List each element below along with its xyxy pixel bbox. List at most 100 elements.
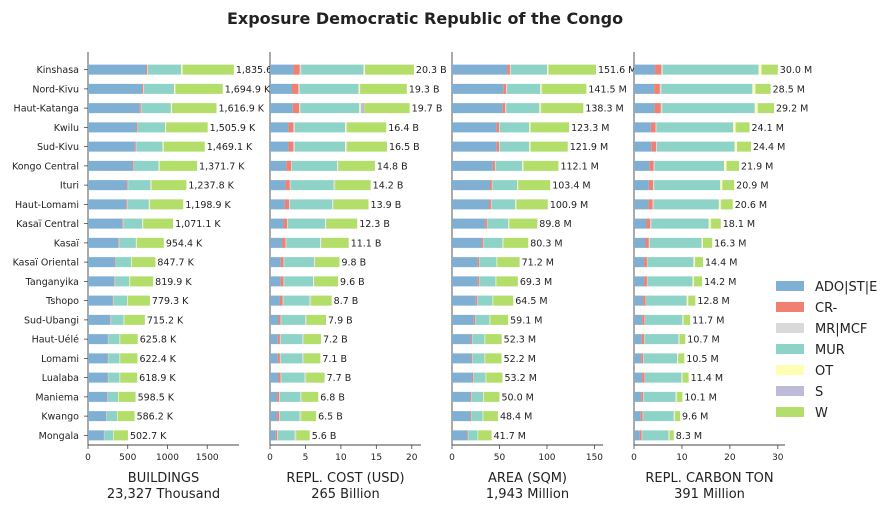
bar-ado-st-e-kongo-central [88, 161, 133, 171]
bar-ado-st-e-kwilu [88, 122, 136, 132]
bar-ado-st-e-tanganyika [634, 276, 644, 286]
bar-value-label: 80.3 M [530, 238, 562, 249]
bar-mur-nord-kivu [300, 84, 359, 94]
bar-w-ituri [152, 180, 187, 190]
x-tick-label: 30 [772, 453, 784, 463]
bar-ado-st-e-lualaba [452, 373, 472, 383]
bar-ot-tanganyika [692, 276, 693, 286]
bar-w-kasai-central [327, 219, 357, 229]
x-axis-subtitle: 391 Million [674, 487, 745, 502]
bar-mur-sud-kivu [657, 142, 735, 152]
category-label: Sud-Ubangi [24, 315, 79, 326]
bar-ado-st-e-tshopo [88, 296, 113, 306]
bar-mur-kasai [484, 238, 503, 248]
bar-ado-st-e-kwilu [452, 122, 497, 132]
x-tick-label: 20 [406, 453, 418, 463]
bar-cr--ituri [286, 180, 290, 190]
bar-ado-st-e-kwango [634, 411, 641, 421]
bar-mur-kasai-oriental [479, 257, 496, 267]
category-label: Nord-Kivu [32, 84, 79, 95]
bar-value-label: 1,237.8 K [188, 181, 234, 192]
bar-ado-st-e-kinshasa [88, 65, 146, 75]
bar-mur-tshopo [283, 296, 309, 306]
bar-ado-st-e-kwango [88, 411, 106, 421]
bar-ot-kwango [674, 411, 675, 421]
bar-value-label: 598.5 K [138, 392, 175, 403]
bar-value-label: 14.8 B [377, 161, 408, 172]
bar-w-kongo-central [727, 161, 739, 171]
bar-mr-mcf-haut-katanga [299, 103, 300, 113]
bar-cr--tshopo [643, 296, 645, 306]
bar-ado-st-e-nord-kivu [634, 84, 654, 94]
bar-value-label: 8.3 M [676, 431, 702, 442]
bar-cr--tanganyika [281, 276, 284, 286]
legend-label: ADO|ST|E [815, 280, 877, 295]
bar-value-label: 11.4 M [691, 373, 723, 384]
bar-ado-st-e-kasai-central [88, 219, 122, 229]
bar-mur-maniema [471, 392, 483, 402]
bar-cr--kongo-central [649, 161, 653, 171]
bar-ot-kasai-central [325, 219, 326, 229]
bar-mur-haut-katanga [506, 103, 539, 113]
bar-ado-st-e-ituri [634, 180, 649, 190]
bar-cr--lomami [278, 353, 280, 363]
bar-mur-kinshasa [511, 65, 547, 75]
bar-mr-mcf-ituri [653, 180, 654, 190]
bar-ado-st-e-lualaba [270, 373, 279, 383]
bar-ot-kinshasa [364, 65, 365, 75]
bar-w-mongala [296, 430, 309, 440]
bar-mr-mcf-haut-lomami [653, 199, 654, 209]
bar-ado-st-e-sud-kivu [88, 142, 135, 152]
bar-w-sud-ubangi [490, 315, 508, 325]
bar-value-label: 1,505.9 K [210, 123, 256, 134]
bar-ot-kasai [136, 238, 137, 248]
bar-value-label: 112.1 M [560, 161, 598, 172]
bar-ot-sud-ubangi [490, 315, 491, 325]
bar-cr--haut-lomami [285, 199, 289, 209]
bar-value-label: 7.1 B [322, 354, 347, 365]
bar-mr-mcf-tanganyika [283, 276, 284, 286]
bar-cr--kasai-central [485, 219, 487, 229]
bar-mr-mcf-haut-uele [280, 334, 281, 344]
bar-mr-mcf-lomami [280, 353, 281, 363]
bar-value-label: 502.7 K [130, 431, 167, 442]
bar-value-label: 14.2 M [704, 277, 736, 288]
bar-value-label: 1,835.6 [236, 65, 272, 76]
bar-value-label: 12.3 B [359, 219, 390, 230]
bar-ado-st-e-lomami [88, 353, 108, 363]
bar-ado-st-e-lomami [270, 353, 278, 363]
category-label: Tshopo [45, 296, 79, 307]
bar-ot-kasai [503, 238, 504, 248]
bar-s-haut-katanga [361, 103, 365, 113]
bar-s-nord-kivu [360, 84, 361, 94]
bar-mur-sud-kivu [295, 142, 345, 152]
bar-s-sud-ubangi [306, 315, 307, 325]
bar-ot-kasai-oriental [693, 257, 694, 267]
bar-s-kwilu [347, 122, 348, 132]
bar-ot-kinshasa [181, 65, 182, 75]
bar-ado-st-e-kinshasa [634, 65, 655, 75]
bar-ado-st-e-kongo-central [270, 161, 286, 171]
bar-ado-st-e-kwango [452, 411, 470, 421]
bar-w-lomami [120, 353, 137, 363]
x-tick-label: 0 [267, 453, 273, 463]
bar-value-label: 50.0 M [501, 392, 533, 403]
x-tick-label: 0 [449, 453, 455, 463]
bar-ado-st-e-haut-lomami [270, 199, 285, 209]
bar-value-label: 6.8 B [320, 392, 345, 403]
bar-ot-tanganyika [496, 276, 497, 286]
bar-ot-haut-katanga [359, 103, 360, 113]
bar-value-label: 715.2 K [147, 315, 184, 326]
bar-ado-st-e-kwango [270, 411, 277, 421]
bar-cr--kasai-oriental [115, 257, 116, 267]
bar-mur-kwilu [295, 122, 345, 132]
bar-mur-kasai-oriental [116, 257, 131, 267]
bar-mur-ituri [291, 180, 334, 190]
bar-ot-haut-katanga [171, 103, 172, 113]
bar-value-label: 69.3 M [520, 277, 552, 288]
bar-ot-sud-kivu [735, 142, 737, 152]
bar-cr--maniema [641, 392, 643, 402]
bar-mur-kasai-central [123, 219, 142, 229]
